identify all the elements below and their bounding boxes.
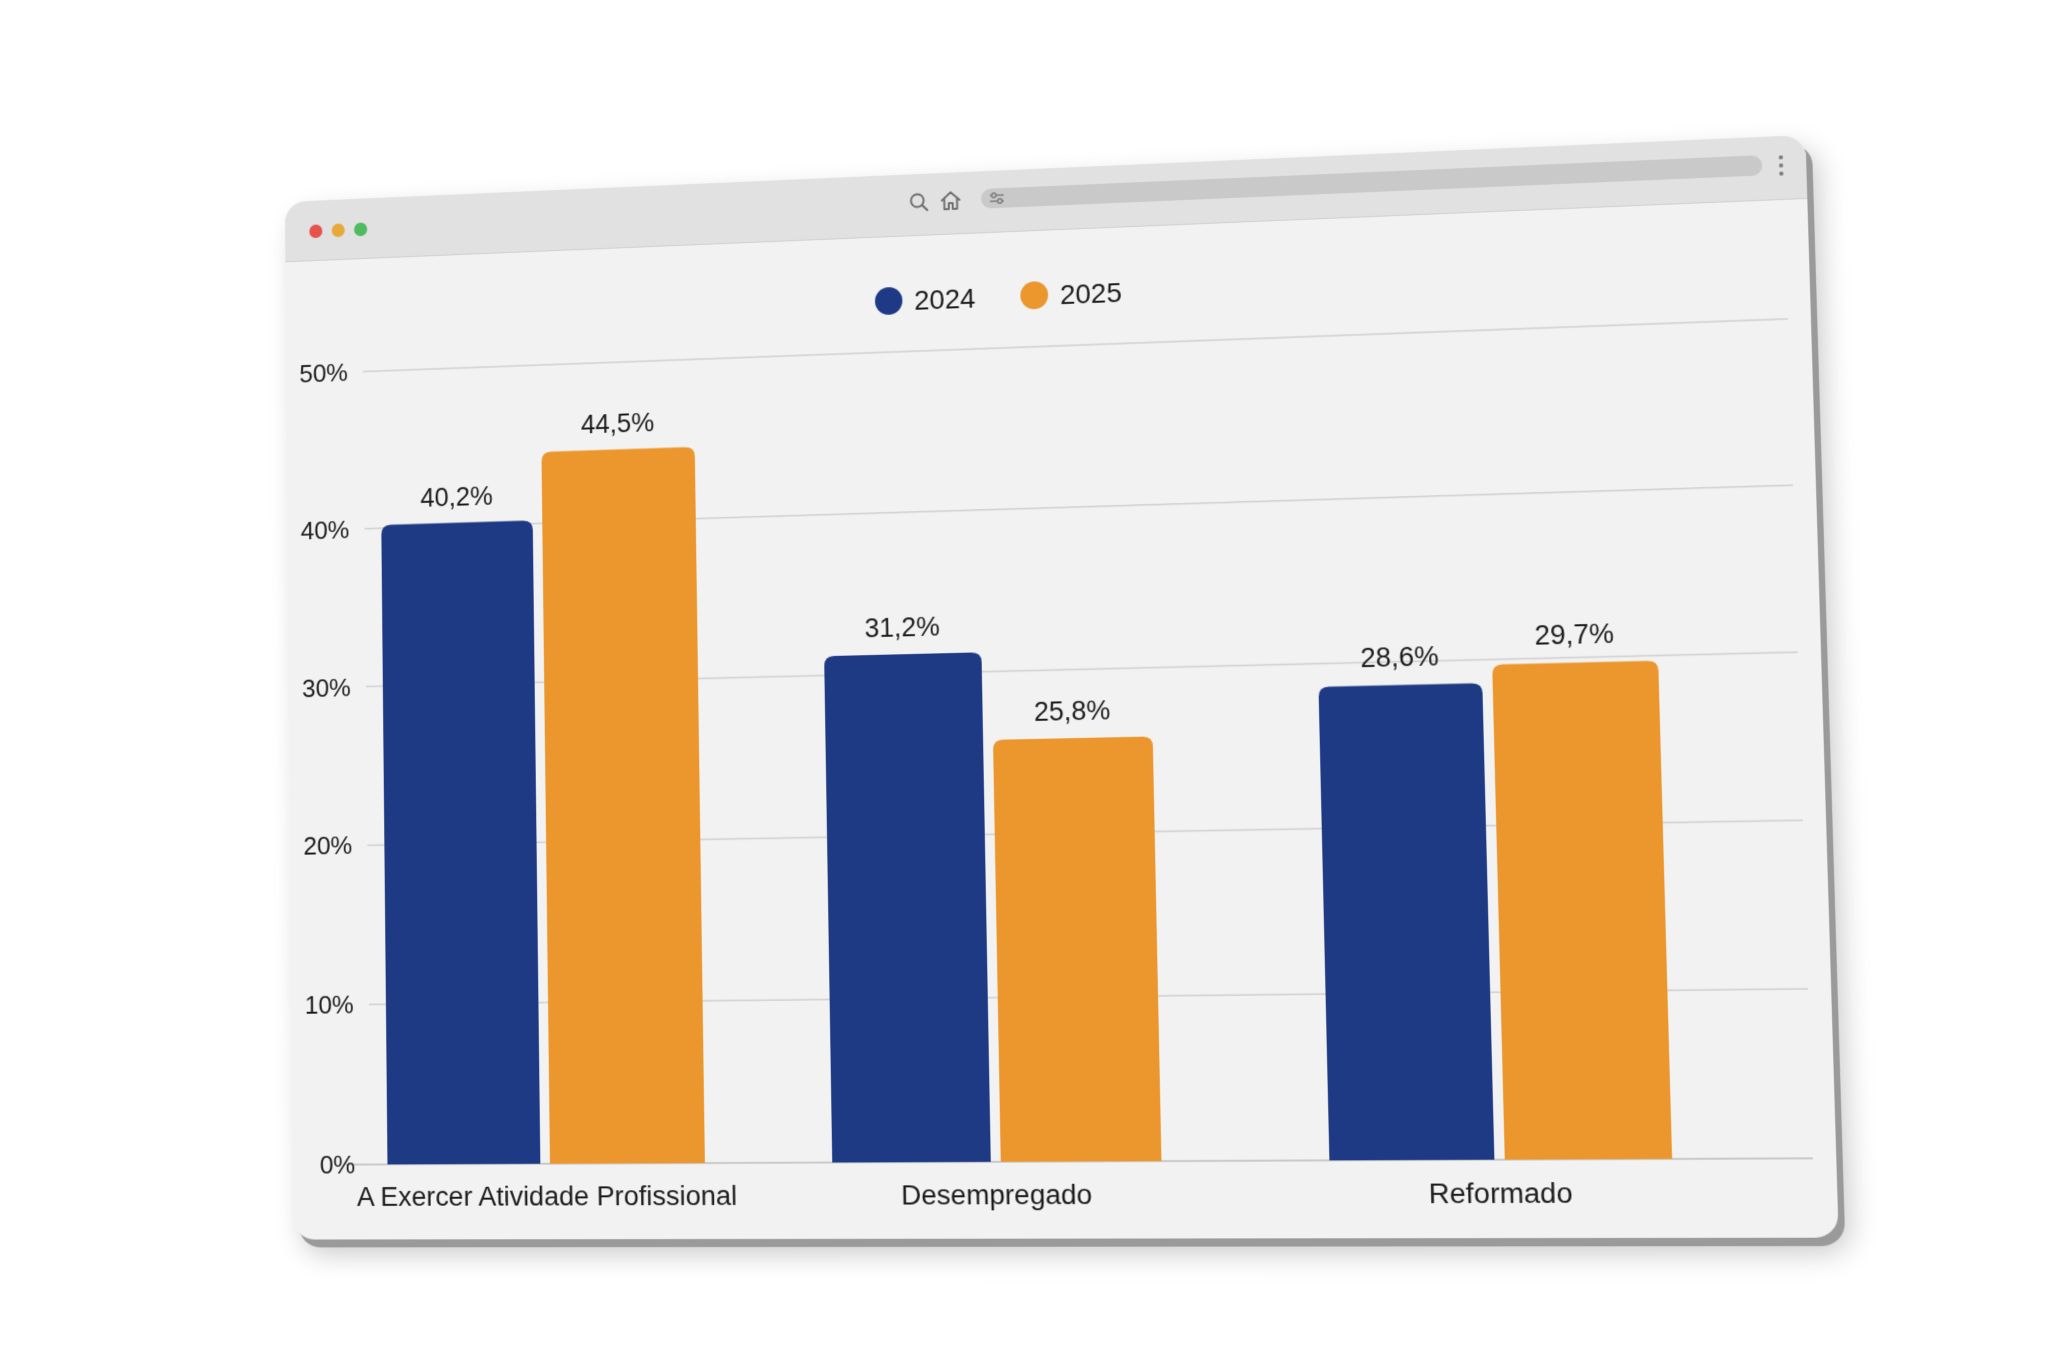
data-label-2025-1: 44,5% xyxy=(581,407,655,439)
data-label-2024-3: 28,6% xyxy=(1360,641,1439,674)
chart-bars xyxy=(381,415,1672,1165)
close-window-button[interactable] xyxy=(309,224,322,238)
legend-marker-2024 xyxy=(875,287,903,316)
y-tick-label: 50% xyxy=(299,359,348,388)
y-tick-label: 30% xyxy=(302,674,351,703)
bar-chart: 2024 2025 0% 10% 20% 30% 40% 50% 40,2% 44,5% 31,… xyxy=(285,198,1838,1240)
x-axis-categories: A Exercer Atividade Profissional Desempre… xyxy=(357,1176,1573,1212)
data-label-2025-2: 25,8% xyxy=(1034,695,1111,727)
search-icon[interactable] xyxy=(906,189,932,216)
address-bar[interactable] xyxy=(981,155,1763,209)
bar-2024-2 xyxy=(824,652,991,1162)
legend-label-2024: 2024 xyxy=(914,282,976,316)
data-label-2025-3: 29,7% xyxy=(1534,618,1614,651)
data-label-2024-1: 40,2% xyxy=(420,480,493,512)
browser-window: 2024 2025 0% 10% 20% 30% 40% 50% 40,2% 44,5% 31,… xyxy=(285,135,1839,1240)
chart-legend: 2024 2025 xyxy=(875,276,1122,317)
y-axis-ticks: 0% 10% 20% 30% 40% 50% xyxy=(299,359,355,1179)
x-category-label: Desempregado xyxy=(901,1178,1093,1211)
legend-marker-2025 xyxy=(1020,281,1048,310)
data-label-2024-2: 31,2% xyxy=(864,611,940,643)
home-icon[interactable] xyxy=(938,188,964,215)
minimize-window-button[interactable] xyxy=(332,223,345,237)
y-tick-label: 40% xyxy=(301,516,350,545)
maximize-window-button[interactable] xyxy=(354,222,367,236)
y-tick-label: 20% xyxy=(303,832,352,861)
bar-2025-2 xyxy=(993,736,1161,1161)
more-vertical-icon[interactable] xyxy=(1774,150,1787,181)
bar-2025-1 xyxy=(541,447,704,1164)
x-category-label: A Exercer Atividade Profissional xyxy=(357,1179,738,1212)
bar-2025-3 xyxy=(1492,661,1672,1160)
y-tick-label: 0% xyxy=(320,1151,356,1179)
legend-label-2025: 2025 xyxy=(1060,276,1122,310)
x-category-label: Reformado xyxy=(1428,1176,1573,1209)
gridline-50pct xyxy=(363,319,1788,372)
bar-2024-3 xyxy=(1318,683,1494,1160)
y-tick-label: 10% xyxy=(305,991,354,1020)
chart-area: 2024 2025 0% 10% 20% 30% 40% 50% 40,2% 44,5% 31,… xyxy=(285,198,1838,1240)
bar-2024-1 xyxy=(381,520,540,1164)
tune-icon[interactable] xyxy=(989,191,1005,205)
